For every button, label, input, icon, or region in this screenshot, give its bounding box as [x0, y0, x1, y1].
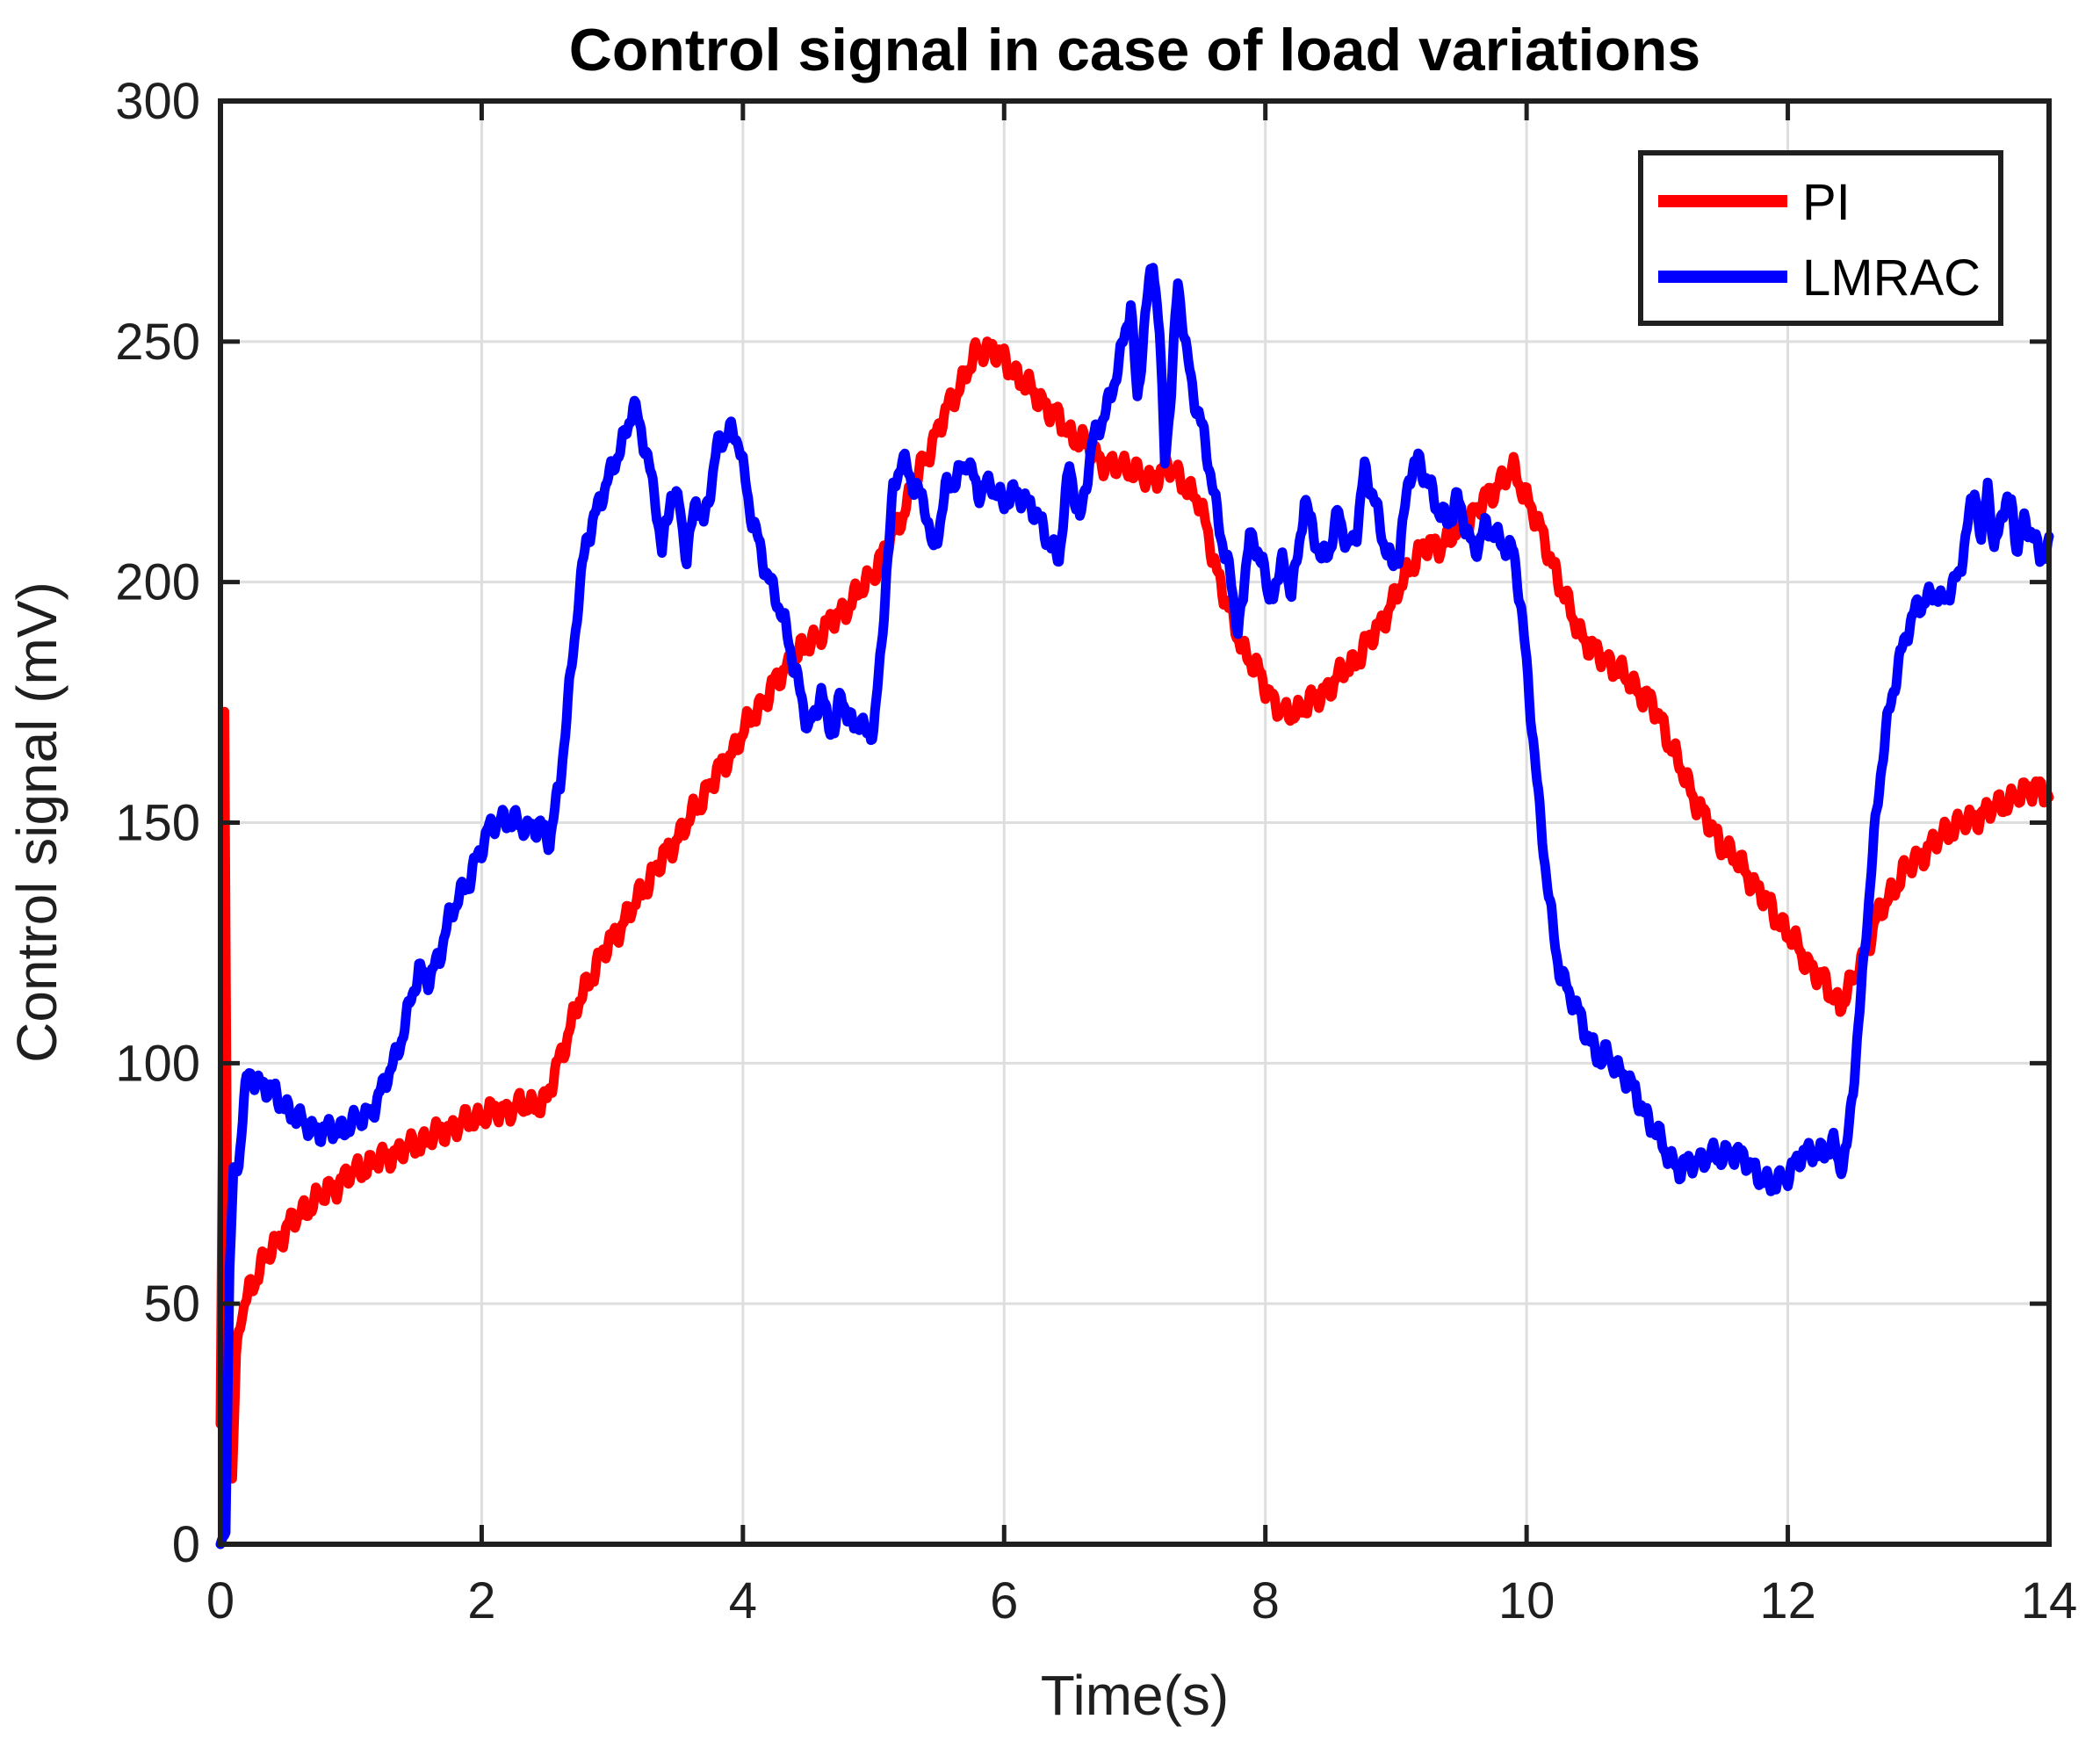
y-tick-label-150: 150	[115, 795, 200, 852]
x-tick-label-6: 6	[990, 1572, 1018, 1629]
y-tick-label-200: 200	[115, 554, 200, 611]
legend: PI LMRAC	[1638, 150, 2003, 326]
plot-series	[215, 263, 2054, 1550]
y-tick-label-250: 250	[115, 314, 200, 371]
series-line-lmrac	[215, 263, 2054, 1550]
axis-ticks	[218, 98, 2052, 1547]
series-line-pi	[215, 336, 2054, 1484]
legend-label-pi: PI	[1802, 174, 1851, 231]
legend-label-lmrac: LMRAC	[1802, 249, 1981, 307]
legend-box	[1638, 150, 2003, 326]
grid	[220, 101, 2049, 1544]
x-tick-label-0: 0	[206, 1572, 235, 1629]
x-tick-label-14: 14	[2021, 1572, 2078, 1629]
y-tick-label-50: 50	[143, 1275, 200, 1333]
x-tick-label-12: 12	[1759, 1572, 1816, 1629]
tick-labels: 0 2 4 6 8 10 12 14 0 50 100 150 200 250 300	[115, 73, 2077, 1629]
x-tick-label-10: 10	[1498, 1572, 1555, 1629]
y-tick-label-100: 100	[115, 1035, 200, 1092]
y-axis-label: Control signal (mV)	[5, 582, 69, 1063]
x-tick-label-8: 8	[1252, 1572, 1280, 1629]
x-axis-label: Time(s)	[1041, 1664, 1229, 1727]
x-tick-label-2: 2	[467, 1572, 495, 1629]
x-tick-label-4: 4	[729, 1572, 757, 1629]
chart-title: Control signal in case of load variation…	[569, 17, 1700, 83]
y-tick-label-300: 300	[115, 73, 200, 130]
y-tick-label-0: 0	[172, 1516, 200, 1573]
